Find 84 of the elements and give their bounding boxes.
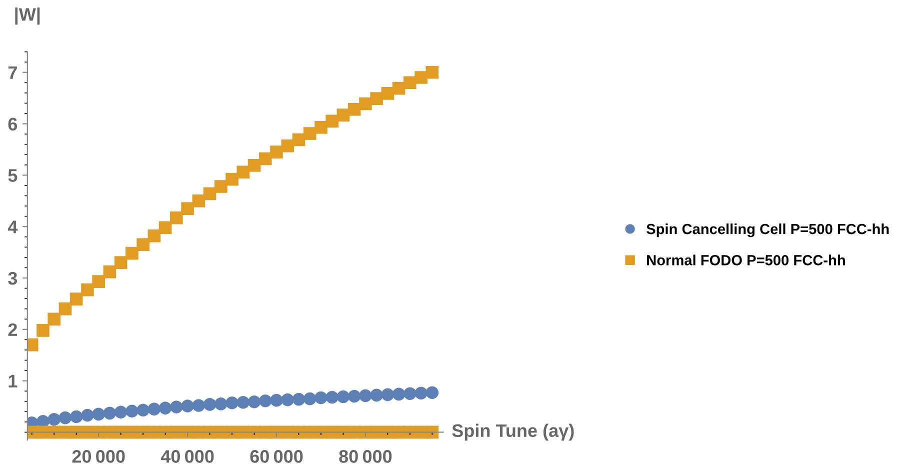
point xyxy=(136,404,150,416)
point xyxy=(148,402,161,416)
point xyxy=(359,97,372,110)
point xyxy=(392,388,406,401)
point xyxy=(70,292,83,306)
point xyxy=(314,391,328,404)
point xyxy=(270,146,283,158)
point xyxy=(236,396,250,409)
point xyxy=(348,390,361,403)
point xyxy=(270,394,283,407)
point xyxy=(404,76,416,90)
point xyxy=(370,388,383,402)
y-tick-label: 1 xyxy=(8,374,18,388)
point xyxy=(414,386,428,400)
point xyxy=(303,127,316,140)
y-tick-label: 7 xyxy=(8,66,17,79)
y-tick-label: 2 xyxy=(8,323,17,336)
point xyxy=(203,398,216,411)
point xyxy=(336,108,350,122)
y-tick-label: 3 xyxy=(8,272,18,285)
point xyxy=(58,411,72,424)
point xyxy=(359,389,372,402)
point xyxy=(303,392,316,406)
legend-label: Spin Cancelling Cell P=500 FCC-hh xyxy=(646,223,889,238)
point xyxy=(370,92,383,105)
point xyxy=(248,159,261,172)
point xyxy=(336,390,350,404)
point xyxy=(114,406,128,419)
point xyxy=(214,180,228,193)
point xyxy=(126,246,138,260)
point xyxy=(292,392,306,406)
x-tick-label: 40 000 xyxy=(160,450,214,463)
x-tick-label: 20 000 xyxy=(72,450,125,463)
point xyxy=(92,275,105,288)
point xyxy=(126,404,138,418)
point xyxy=(103,406,116,420)
point xyxy=(226,172,238,186)
point xyxy=(48,412,61,426)
point xyxy=(170,211,183,224)
point xyxy=(192,399,206,412)
point xyxy=(92,408,105,421)
point xyxy=(281,139,294,152)
point xyxy=(158,221,172,234)
point xyxy=(214,398,228,410)
point xyxy=(426,66,439,79)
point xyxy=(36,324,50,337)
point xyxy=(148,229,161,242)
point xyxy=(326,114,338,128)
point xyxy=(381,87,394,100)
point xyxy=(181,202,194,215)
point xyxy=(70,410,83,424)
point xyxy=(226,396,238,410)
point xyxy=(103,265,116,278)
point xyxy=(192,194,206,208)
point xyxy=(81,283,94,296)
point xyxy=(314,120,328,134)
y-tick-label: 4 xyxy=(8,220,18,234)
x-tick-label: 80 000 xyxy=(339,450,392,463)
y-tick-label: 6 xyxy=(8,118,18,130)
point xyxy=(48,312,61,326)
point xyxy=(426,386,439,400)
point xyxy=(136,238,150,251)
point xyxy=(58,302,72,316)
point xyxy=(404,387,416,400)
x-axis-title: Spin Tune (aγ) xyxy=(452,424,574,441)
point xyxy=(381,388,394,402)
point xyxy=(281,393,294,406)
point xyxy=(248,395,261,408)
x-tick-label: 60 000 xyxy=(250,450,303,463)
point xyxy=(236,166,250,178)
point xyxy=(258,152,272,166)
point xyxy=(326,390,338,404)
legend-label: Normal FODO P=500 FCC-hh xyxy=(647,254,845,266)
point xyxy=(414,71,428,84)
point xyxy=(258,394,272,408)
y-tick-label: 5 xyxy=(8,169,18,182)
y-axis-title: |W| xyxy=(15,8,40,25)
point xyxy=(170,400,183,414)
point xyxy=(158,402,172,414)
point xyxy=(81,408,94,422)
point xyxy=(203,187,216,200)
point xyxy=(348,102,361,116)
point xyxy=(114,256,128,269)
point xyxy=(181,400,194,412)
